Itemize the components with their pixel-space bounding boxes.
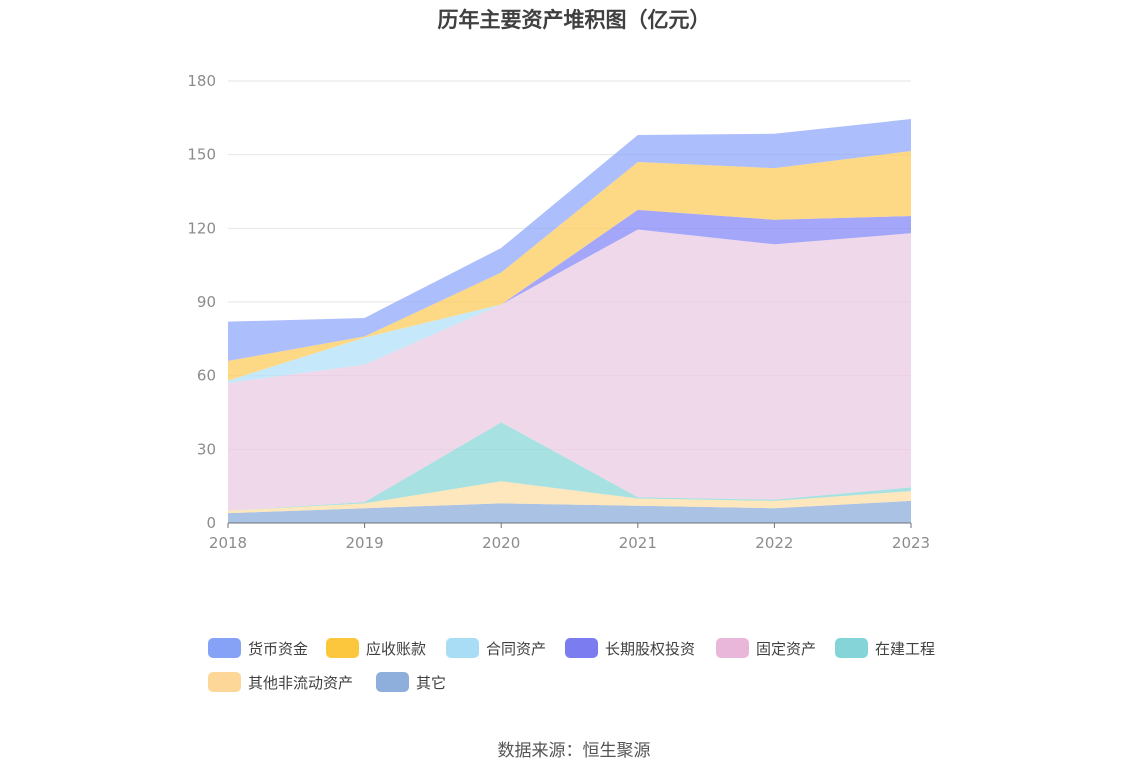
legend-item[interactable]: 货币资金 — [208, 636, 308, 660]
legend-label: 合同资产 — [486, 639, 547, 658]
x-tick-label: 2021 — [619, 534, 657, 552]
y-tick-label: 30 — [197, 440, 216, 458]
y-tick-label: 90 — [197, 293, 216, 311]
axes: 0 30 60 90 120 150 180 2018 2019 2020 2021 2022 2023 — [187, 72, 930, 552]
y-tick-label: 120 — [187, 219, 216, 237]
legend-item[interactable]: 固定资产 — [716, 636, 816, 660]
x-tick-label: 2018 — [209, 534, 247, 552]
legend-item[interactable]: 长期股权投资 — [565, 636, 695, 660]
legend-label: 在建工程 — [875, 639, 936, 658]
x-tick-label: 2019 — [346, 534, 384, 552]
x-tick-label: 2023 — [892, 534, 930, 552]
x-tick-label: 2020 — [482, 534, 520, 552]
x-tick-label: 2022 — [755, 534, 793, 552]
legend-label: 货币资金 — [248, 639, 309, 658]
legend-item[interactable]: 合同资产 — [446, 636, 546, 660]
legend-label: 应收账款 — [366, 639, 427, 658]
legend-label: 长期股权投资 — [605, 639, 696, 658]
area-在建工程 — [228, 422, 911, 511]
legend-swatch — [208, 672, 241, 692]
legend-swatch — [565, 638, 598, 658]
legend-swatch — [326, 638, 359, 658]
legend-label: 其它 — [416, 673, 447, 692]
area-series — [228, 119, 911, 523]
legend-label: 固定资产 — [756, 639, 817, 658]
area-固定资产 — [228, 229, 911, 511]
area-货币资金 — [228, 119, 911, 361]
area-其他非流动资产 — [228, 481, 911, 514]
stacked-area-chart: 0 30 60 90 120 150 180 2018 2019 2020 2021 2022 2023 — [187, 72, 930, 552]
y-tick-label: 0 — [206, 514, 216, 532]
legend-swatch — [716, 638, 749, 658]
legend-label: 其他非流动资产 — [248, 673, 354, 692]
area-合同资产 — [228, 209, 911, 384]
legend-swatch — [208, 638, 241, 658]
area-应收账款 — [228, 150, 911, 381]
legend-item[interactable]: 其他非流动资产 — [208, 670, 353, 694]
data-source-note: 数据来源：恒生聚源 — [497, 741, 651, 761]
legend-swatch — [835, 638, 868, 658]
area-长期股权投资 — [228, 209, 911, 384]
legend-swatch — [376, 672, 409, 692]
area-其它 — [228, 500, 911, 523]
legend-swatch — [446, 638, 479, 658]
y-tick-label: 150 — [187, 146, 216, 164]
legend-item[interactable]: 其它 — [376, 670, 446, 694]
legend-item[interactable]: 应收账款 — [326, 636, 426, 660]
legend-item[interactable]: 在建工程 — [835, 636, 935, 660]
chart-title: 历年主要资产堆积图（亿元） — [437, 8, 711, 32]
y-tick-label: 60 — [197, 367, 216, 385]
y-tick-label: 180 — [187, 72, 216, 90]
